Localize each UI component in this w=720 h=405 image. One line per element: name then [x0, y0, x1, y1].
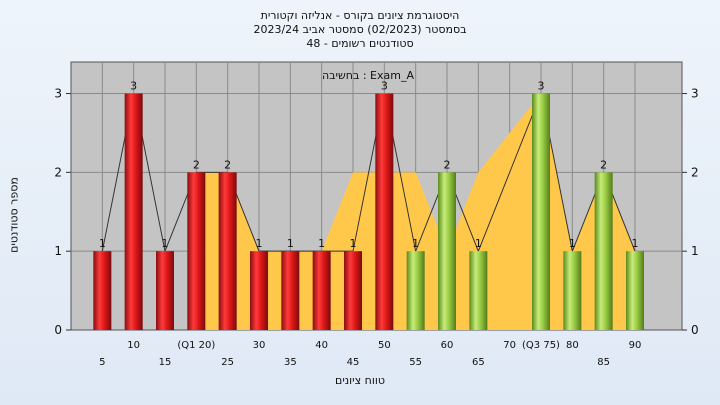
bar — [626, 251, 644, 330]
bar — [281, 251, 300, 330]
bar — [563, 251, 582, 330]
bar-value-labels: 1 3 1 2 2 1 1 1 1 3 1 2 1 3 1 2 1 — [99, 80, 639, 251]
x-tick-label: 65 — [472, 357, 485, 368]
x-tick-label: 45 — [347, 357, 360, 368]
x-tick-label: 80 — [566, 340, 579, 351]
connector-line — [477, 93, 542, 252]
x-tick-label: 60 — [441, 340, 454, 351]
bar-value-label: 1 — [318, 237, 325, 250]
y-ticks-left: 0 1 2 3 — [54, 87, 71, 337]
chart-title-line-3: סטודנטים רשומים - 48 — [306, 37, 414, 50]
bar-value-label: 2 — [193, 158, 200, 171]
bar — [124, 93, 143, 330]
bar — [93, 251, 112, 330]
chart-title-line-2: בסמסטר (02/2023) סמסטר אביב 2023/24 — [253, 23, 467, 36]
x-tick-label: 85 — [597, 357, 610, 368]
bar-value-label: 1 — [162, 237, 169, 250]
y-tick-label-right: 3 — [691, 87, 699, 101]
x-tick-label: 15 — [159, 357, 172, 368]
bar-value-label: 1 — [632, 237, 639, 250]
x-tick-label: 5 — [99, 357, 105, 368]
bar — [218, 172, 237, 330]
bar — [250, 251, 268, 330]
bar — [344, 251, 362, 330]
x-axis-label: טווח ציונים — [335, 374, 385, 387]
bar — [438, 172, 456, 330]
bar — [312, 251, 331, 330]
bar-value-label: 2 — [224, 158, 231, 171]
x-tick-label: 70 — [503, 340, 516, 351]
bar-value-label: 1 — [412, 237, 419, 250]
bar — [156, 251, 174, 330]
x-tick-label: 90 — [629, 340, 642, 351]
x-tick-label: 50 — [378, 340, 391, 351]
bar — [594, 172, 613, 330]
y-tick-label: 0 — [54, 323, 62, 337]
bar-value-label: 1 — [350, 237, 357, 250]
x-tick-label: 40 — [315, 340, 328, 351]
x-tick-label: (Q3 75) — [522, 340, 560, 351]
bar-value-label: 3 — [538, 80, 545, 93]
x-tick-label: 10 — [127, 340, 140, 351]
bar-value-label: 1 — [99, 237, 106, 250]
chart-title-line-1: היסטוגרמת ציונים בקורס - אנליזה וקטורית — [260, 9, 460, 22]
x-tick-labels: 10 (Q1 20) 30 40 50 60 70 (Q3 75) 80 90 5 15 25 35 45 5… — [99, 340, 641, 368]
y-tick-label: 3 — [54, 87, 62, 101]
bar — [406, 251, 425, 330]
y-tick-label-right: 0 — [691, 323, 699, 337]
bars — [93, 93, 644, 330]
y-tick-label-right: 1 — [691, 244, 699, 258]
bar — [469, 251, 488, 330]
bar — [375, 93, 394, 330]
y-tick-label: 1 — [54, 244, 62, 258]
bar-value-label: 1 — [569, 237, 576, 250]
bar-value-label: 1 — [256, 237, 263, 250]
distribution-band — [196, 93, 636, 330]
bar-value-label: 3 — [130, 80, 137, 93]
x-tick-label: (Q1 20) — [177, 340, 215, 351]
y-axis-label: מספר סטודנטים — [7, 177, 21, 253]
bar-value-label: 2 — [444, 158, 451, 171]
y-ticks-right: 0 1 2 3 — [682, 87, 699, 337]
x-tick-label: 30 — [253, 340, 266, 351]
legend-label: בחשיבה : Exam_A — [322, 69, 414, 82]
bar-value-label: 3 — [381, 80, 388, 93]
chart-title: היסטוגרמת ציונים בקורס - אנליזה וקטורית … — [0, 9, 720, 51]
bar — [532, 93, 550, 330]
y-tick-label-right: 2 — [691, 165, 699, 179]
y-tick-label: 2 — [54, 165, 62, 179]
x-tick-label: 25 — [221, 357, 234, 368]
bar-value-label: 1 — [287, 237, 294, 250]
bar-value-label: 1 — [475, 237, 482, 250]
bar — [187, 172, 206, 330]
bar-value-label: 2 — [600, 158, 607, 171]
x-tick-label: 55 — [409, 357, 422, 368]
x-tick-label: 35 — [284, 357, 297, 368]
